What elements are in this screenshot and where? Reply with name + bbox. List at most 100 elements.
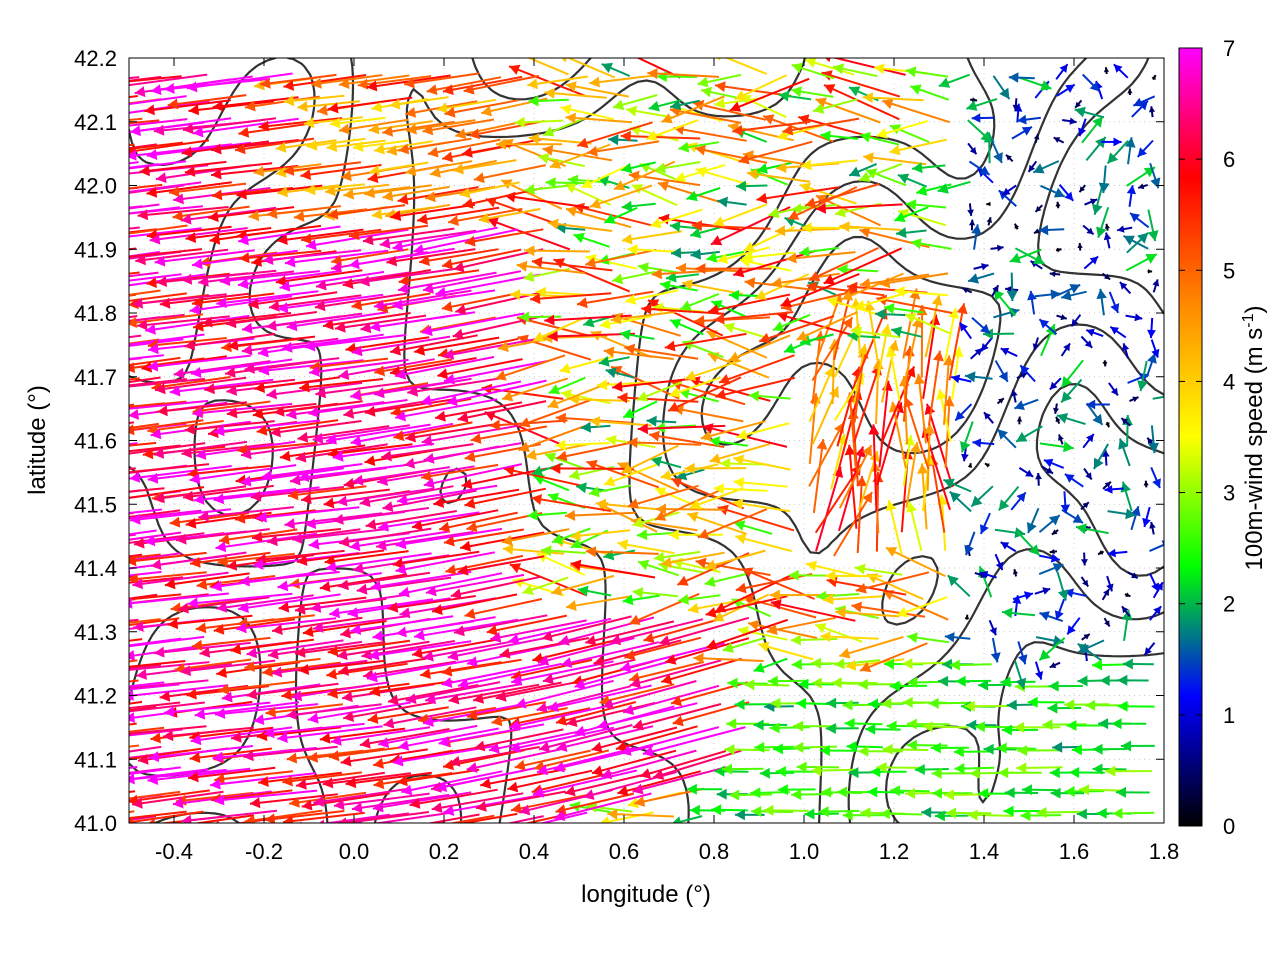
wind-vector-head (382, 501, 394, 512)
wind-vector-head (58, 683, 69, 694)
wind-vector-shaft (480, 768, 566, 787)
wind-vector-head (518, 311, 529, 323)
wind-vector-head (1137, 147, 1147, 157)
wind-vector-head (713, 483, 724, 495)
wind-vector-shaft (584, 248, 657, 266)
wind-vector-head (238, 126, 250, 138)
wind-vector-head (221, 691, 233, 703)
wind-vector-shaft (240, 441, 337, 457)
wind-vector-shaft (627, 441, 702, 446)
wind-vector-head (414, 629, 425, 641)
wind-vector-head (1125, 592, 1131, 597)
wind-vector-head (610, 634, 622, 646)
wind-vector-head (129, 773, 135, 785)
wind-vector-head (359, 737, 371, 749)
wind-vector-head (341, 170, 352, 182)
wind-vector-head (530, 293, 541, 305)
wind-vector-head (181, 146, 193, 158)
wind-vector-shaft (881, 99, 951, 124)
wind-vector-shaft (841, 272, 904, 301)
wind-vector-head (649, 430, 660, 442)
wind-vector-shaft (129, 273, 182, 282)
wind-vector-head (189, 752, 201, 763)
wind-vector-shaft (409, 788, 498, 807)
wind-vector-head (621, 162, 633, 174)
wind-vector-shaft (693, 656, 764, 662)
wind-vector-head (842, 809, 853, 821)
wind-vector-shaft (609, 618, 704, 644)
wind-vector-head (1061, 290, 1072, 301)
wind-vector-head (1049, 271, 1056, 278)
y-tick-label: 41.7 (74, 365, 117, 390)
wind-vector-head (85, 730, 96, 741)
wind-vector-head (364, 455, 376, 466)
wind-vector-head (218, 683, 230, 695)
wind-vector-head (1028, 544, 1040, 556)
wind-vector-shaft (336, 487, 435, 504)
wind-vector-head (192, 639, 203, 651)
wind-vector-head (184, 423, 196, 435)
wind-vector-head (1032, 343, 1040, 351)
wind-vector-head (212, 751, 223, 763)
wind-vector-shaft (129, 467, 136, 471)
wind-vector-head (1014, 527, 1026, 539)
wind-vector-head (183, 123, 194, 135)
wind-vector-shaft (525, 442, 591, 458)
wind-vector-shaft (180, 659, 276, 673)
wind-vector-head (154, 492, 165, 504)
wind-vector-head (636, 391, 649, 402)
wind-vector-shaft (129, 181, 202, 193)
wind-vector-head (1138, 183, 1145, 190)
wind-vector-head (998, 767, 1009, 779)
wind-vector-shaft (538, 724, 633, 751)
wind-vector-shaft (855, 571, 930, 592)
wind-vector-shaft (129, 117, 143, 122)
wind-vector-head (879, 277, 891, 289)
wind-vector-head (299, 381, 310, 393)
wind-vector-head (102, 776, 113, 787)
wind-vector-shaft (322, 772, 412, 786)
wind-vector-head (132, 578, 143, 590)
wind-vector-shaft (189, 295, 292, 312)
wind-vector-head (744, 679, 755, 691)
wind-vector-shaft (359, 485, 454, 505)
wind-vector-head (1131, 572, 1138, 579)
wind-vector-head (213, 493, 225, 505)
wind-vector-head (398, 143, 410, 155)
wind-vector-head (288, 489, 299, 501)
wind-vector-head (889, 785, 900, 797)
wind-vector-head (655, 487, 667, 498)
wind-vector-head (842, 699, 853, 711)
wind-vector-head (1045, 467, 1053, 474)
wind-vector-head (585, 635, 597, 646)
wind-vector-head (1064, 699, 1075, 711)
wind-vector-shaft (643, 618, 721, 642)
wind-vector-head (805, 58, 817, 68)
wind-vector-shaft (129, 75, 182, 83)
wind-vector-head (1055, 416, 1061, 423)
wind-vector-head (859, 132, 871, 143)
wind-vector-shaft (549, 143, 611, 169)
wind-vector-shaft (129, 441, 157, 447)
wind-vector-head (1049, 662, 1057, 668)
wind-vector-head (480, 778, 492, 789)
wind-vector-shaft (487, 218, 571, 251)
colorbar-tick-label: 4 (1223, 369, 1235, 394)
wind-vector-head (564, 510, 576, 521)
wind-vector-head (453, 261, 465, 273)
wind-vector-head (1033, 134, 1040, 140)
wind-vector-shaft (661, 551, 725, 566)
wind-vector-head (677, 575, 689, 586)
wind-vector-head (1042, 719, 1053, 731)
wind-vector-shaft (301, 792, 390, 808)
wind-vector-shaft (146, 141, 252, 157)
wind-vector-shaft (244, 809, 323, 823)
wind-vector-head (55, 170, 66, 181)
wind-vector-head (392, 755, 404, 767)
wind-vector-head (826, 296, 838, 308)
wind-vector-head (404, 457, 416, 469)
wind-vector-head (574, 678, 586, 690)
wind-vector-head (32, 169, 43, 180)
wind-vector-head (722, 763, 733, 775)
wind-vector-head (912, 162, 923, 174)
